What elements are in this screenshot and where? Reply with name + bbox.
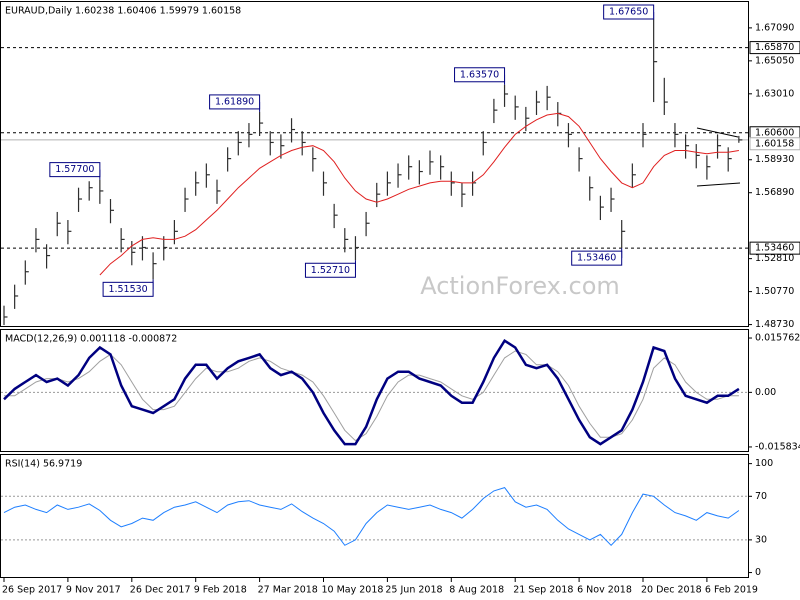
panel-title: RSI(14) 56.9719 [5, 459, 82, 470]
x-tick-label: 6 Nov 2018 [577, 585, 632, 596]
x-tick-label: 26 Sep 2017 [2, 585, 62, 596]
moving-average [99, 112, 739, 276]
annotation-label: 1.67650 [609, 7, 648, 18]
watermark: ActionForex.com [420, 272, 620, 300]
panel-frame [0, 329, 749, 452]
x-tick-label: 27 Mar 2018 [258, 585, 318, 596]
level-label: 1.53460 [755, 243, 794, 254]
y-tick-label: 1.65050 [755, 55, 794, 66]
y-tick-label: 100 [755, 458, 773, 469]
level-label: 1.65870 [755, 42, 794, 53]
level-label-box [749, 137, 800, 151]
x-tick-label: 9 Feb 2018 [194, 585, 247, 596]
trend-line [696, 182, 741, 187]
annotation-box [571, 250, 623, 266]
level-label-box [749, 241, 800, 255]
x-tick-label: 10 May 2018 [322, 585, 384, 596]
annotation-box [603, 4, 655, 20]
level-label: 1.60600 [755, 127, 794, 138]
y-tick-label: 30 [755, 534, 767, 545]
annotation-box [49, 162, 101, 178]
y-tick-label: 0.00 [755, 387, 776, 398]
panel-frame [0, 454, 749, 578]
x-tick-label: 26 Dec 2017 [130, 585, 191, 596]
x-tick-label: 20 Dec 2018 [641, 585, 702, 596]
annotation-box [304, 262, 356, 278]
y-tick-label: 1.50770 [755, 286, 794, 297]
annotation-label: 1.63570 [460, 69, 499, 80]
annotation-label: 1.51530 [108, 284, 147, 295]
annotation-box [209, 94, 261, 110]
level-label: 1.60158 [755, 138, 794, 149]
x-tick-label: 8 Aug 2018 [449, 585, 504, 596]
x-tick-label: 21 Sep 2018 [513, 585, 573, 596]
x-tick-label: 9 Nov 2017 [66, 585, 121, 596]
y-tick-label: 1.52810 [755, 253, 794, 264]
panel-title: MACD(12,26,9) 0.001118 -0.000872 [5, 334, 177, 345]
y-tick-label: 1.48730 [755, 319, 794, 330]
macd-line [4, 350, 739, 442]
y-tick-label: 1.58930 [755, 154, 794, 165]
y-tick-label: 70 [755, 491, 767, 502]
annotation-box [454, 67, 506, 83]
y-tick-label: 0.015762 [755, 333, 800, 344]
annotation-label: 1.53460 [577, 253, 616, 264]
y-tick-label: 1.56890 [755, 187, 794, 198]
annotation-label: 1.52710 [311, 265, 350, 276]
level-label-box [749, 41, 800, 55]
y-tick-label: -0.015834 [755, 441, 800, 452]
annotation-box [102, 281, 154, 297]
panel-title: EURAUD,Daily 1.60238 1.60406 1.59979 1.6… [5, 6, 241, 17]
y-tick-label: 1.67090 [755, 22, 794, 33]
x-tick-label: 25 Jun 2018 [385, 585, 442, 596]
macd-line [3, 338, 740, 446]
rsi-line [3, 487, 740, 547]
annotation-label: 1.61890 [215, 96, 254, 107]
y-tick-label: 1.63010 [755, 88, 794, 99]
x-tick-label: 6 Feb 2019 [705, 585, 758, 596]
panel-frame [0, 1, 749, 327]
y-tick-label: 0 [755, 567, 761, 578]
annotation-label: 1.57700 [55, 164, 94, 175]
